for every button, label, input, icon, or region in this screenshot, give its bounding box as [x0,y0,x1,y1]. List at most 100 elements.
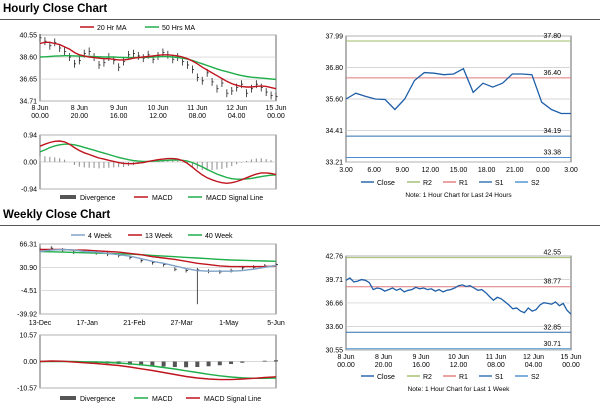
weekly-price-y-tick-label: 30.90 [19,265,37,272]
weekly-pivot-x-tick-label: 8 Jun [375,354,392,361]
legend-label-divergence-weekly: Divergence [80,396,116,403]
weekly-divergence-bar [206,361,211,367]
hourly-pivot-legend-label: R1 [459,180,468,187]
weekly-macd-line [39,360,277,381]
weekly-pivot-x-tick-label: 9 Jun [412,354,429,361]
hourly-pivot-note: Note: 1 Hour Chart for Last 24 Hours [405,192,512,199]
hourly-pivot-level-label: 37.80 [543,33,561,40]
hourly-pivot-level-label: 36.40 [543,70,561,77]
hourly-signal-line [39,143,277,180]
weekly-pivot-x-tick-label: 12 Jun [523,354,544,361]
weekly-4wk-line [39,248,277,272]
hourly-pivot-x-tick-label: 21.00 [506,167,524,174]
weekly-price-x-tick-label: 5-Jun [267,320,285,327]
weekly-price-x-tick-label: 1-May [219,320,239,327]
hourly-pivot-close-line [345,67,571,115]
hourly-macd-y-tick-label: 0.00 [23,160,37,167]
hourly-pivot-x-tick-label: 3.00 [339,167,353,174]
weekly-price-y-tick-label: -39.92 [17,312,37,319]
weekly-signal-line [40,360,277,379]
weekly-pivot-note: Note: 1 Hour Chart for Last 1 Week [408,386,511,393]
weekly-divergence-bar [274,360,278,362]
weekly-macd-y-tick-label: 10.57 [19,333,37,340]
weekly-pivot-legend-label: R2 [423,374,432,381]
hourly-section-title: Hourly Close Chart [3,3,108,15]
weekly-pivot-x-tick-label: 12.00 [450,362,468,369]
hourly-pivot-x-tick-label: 0.00 [536,167,550,174]
legend-label-4week: 4 Week [88,233,112,240]
hourly-price-frame [39,34,277,102]
hourly-pivot-y-tick-label: 37.99 [325,34,343,41]
hourly-price-x-tick-label: 8 Jun [71,105,88,112]
hourly-pivot-level-label: 34.19 [543,128,561,135]
hourly-pivot-legend-label: R2 [423,180,432,187]
hourly-section-rule [0,19,600,20]
weekly-macd-y-tick-label: 0.00 [23,359,37,366]
hourly-pivot-level-label: 33.38 [543,150,561,157]
weekly-pivot-legend-label: S1 [495,374,504,381]
hourly-price-y-tick-label: 40.55 [19,33,37,40]
weekly-divergence-bar [195,361,200,368]
weekly-price-x-tick-label: 17-Jan [76,320,98,327]
legend-label-40week: 40 Week [205,233,233,240]
weekly-pivot-x-tick-label: 11 Jun [486,354,507,361]
weekly-macd-y-tick-label: -10.57 [17,386,37,393]
hourly-macd-y-tick-label: -0.94 [21,187,37,194]
hourly-pivot-x-tick-label: 6.00 [367,167,381,174]
weekly-price-x-tick-label: 21-Feb [123,320,145,327]
hourly-price-x-tick-label: 12 Jun [226,105,247,112]
weekly-pivot-y-tick-label: 33.60 [325,324,343,331]
weekly-divergence-bar [240,361,245,363]
weekly-price-x-tick-label: 13-Dec [29,320,52,327]
weekly-pivot-legend-label: S2 [531,374,540,381]
legend-label-macd-weekly: MACD [152,396,173,403]
hourly-ma50-line [39,55,277,81]
hourly-ma20-line [39,41,277,90]
hourly-price-y-tick-label: 38.60 [19,55,37,62]
weekly-40wk-line [39,250,277,262]
weekly-pivot-x-tick-label: 16.00 [412,362,430,369]
hourly-price-x-tick-label: 00.00 [267,113,285,120]
hourly-price-y-tick-label: 34.71 [19,99,37,106]
hourly-pivot-x-tick-label: 18.00 [478,167,496,174]
weekly-pivot-x-tick-label: 00.00 [337,362,355,369]
weekly-pivot-y-tick-label: 42.76 [325,254,343,261]
weekly-divergence-bar [229,361,234,365]
weekly-pivot-x-tick-label: 8 Jun [337,354,354,361]
hourly-pivot-legend-label: Close [377,180,395,187]
hourly-pivot-y-tick-label: 36.80 [325,65,343,72]
legend-label-signal-weekly: MACD Signal Line [204,396,261,403]
weekly-pivot-legend-label: R1 [459,374,468,381]
legend-label-signal: MACD Signal Line [206,195,263,202]
weekly-divergence-bar [172,361,177,368]
hourly-price-x-tick-label: 10 Jun [147,105,168,112]
legend-label-50hr-ma: 50 Hrs MA [162,25,195,32]
legend-label-divergence: Divergence [80,195,116,202]
weekly-pivot-y-tick-label: 36.66 [325,300,343,307]
hourly-pivot-x-tick-label: 3.00 [564,167,578,174]
weekly-pivot-x-tick-label: 10 Jun [448,354,469,361]
hourly-macd-y-tick-label: 0.94 [23,133,37,140]
weekly-section-title: Weekly Close Chart [3,209,111,221]
weekly-pivot-close-line [345,277,572,315]
weekly-pivot-y-tick-label: 39.71 [325,277,343,284]
weekly-divergence-bar [262,360,267,362]
weekly-price-y-tick-label: -4.51 [21,288,37,295]
weekly-divergence-bar [139,361,144,366]
legend-label-13week: 13 Week [145,233,173,240]
weekly-price-y-tick-label: 66.31 [19,242,37,249]
weekly-pivot-level-label: 38.77 [543,279,561,286]
legend-swatch-divergence [60,195,76,199]
hourly-pivot-x-tick-label: 12.00 [422,167,440,174]
weekly-pivot-x-tick-label: 00.00 [562,362,580,369]
weekly-section-rule [0,225,600,226]
hourly-price-x-tick-label: 8 Jun [31,105,48,112]
weekly-divergence-bar [150,361,155,367]
weekly-divergence-bar [161,361,166,367]
hourly-macd-line [39,140,277,185]
hourly-price-x-tick-label: 08.00 [189,113,207,120]
hourly-price-x-tick-label: 11 Jun [187,105,208,112]
weekly-pivot-legend-label: Close [377,374,395,381]
weekly-pivot-x-tick-label: 04.00 [525,362,543,369]
